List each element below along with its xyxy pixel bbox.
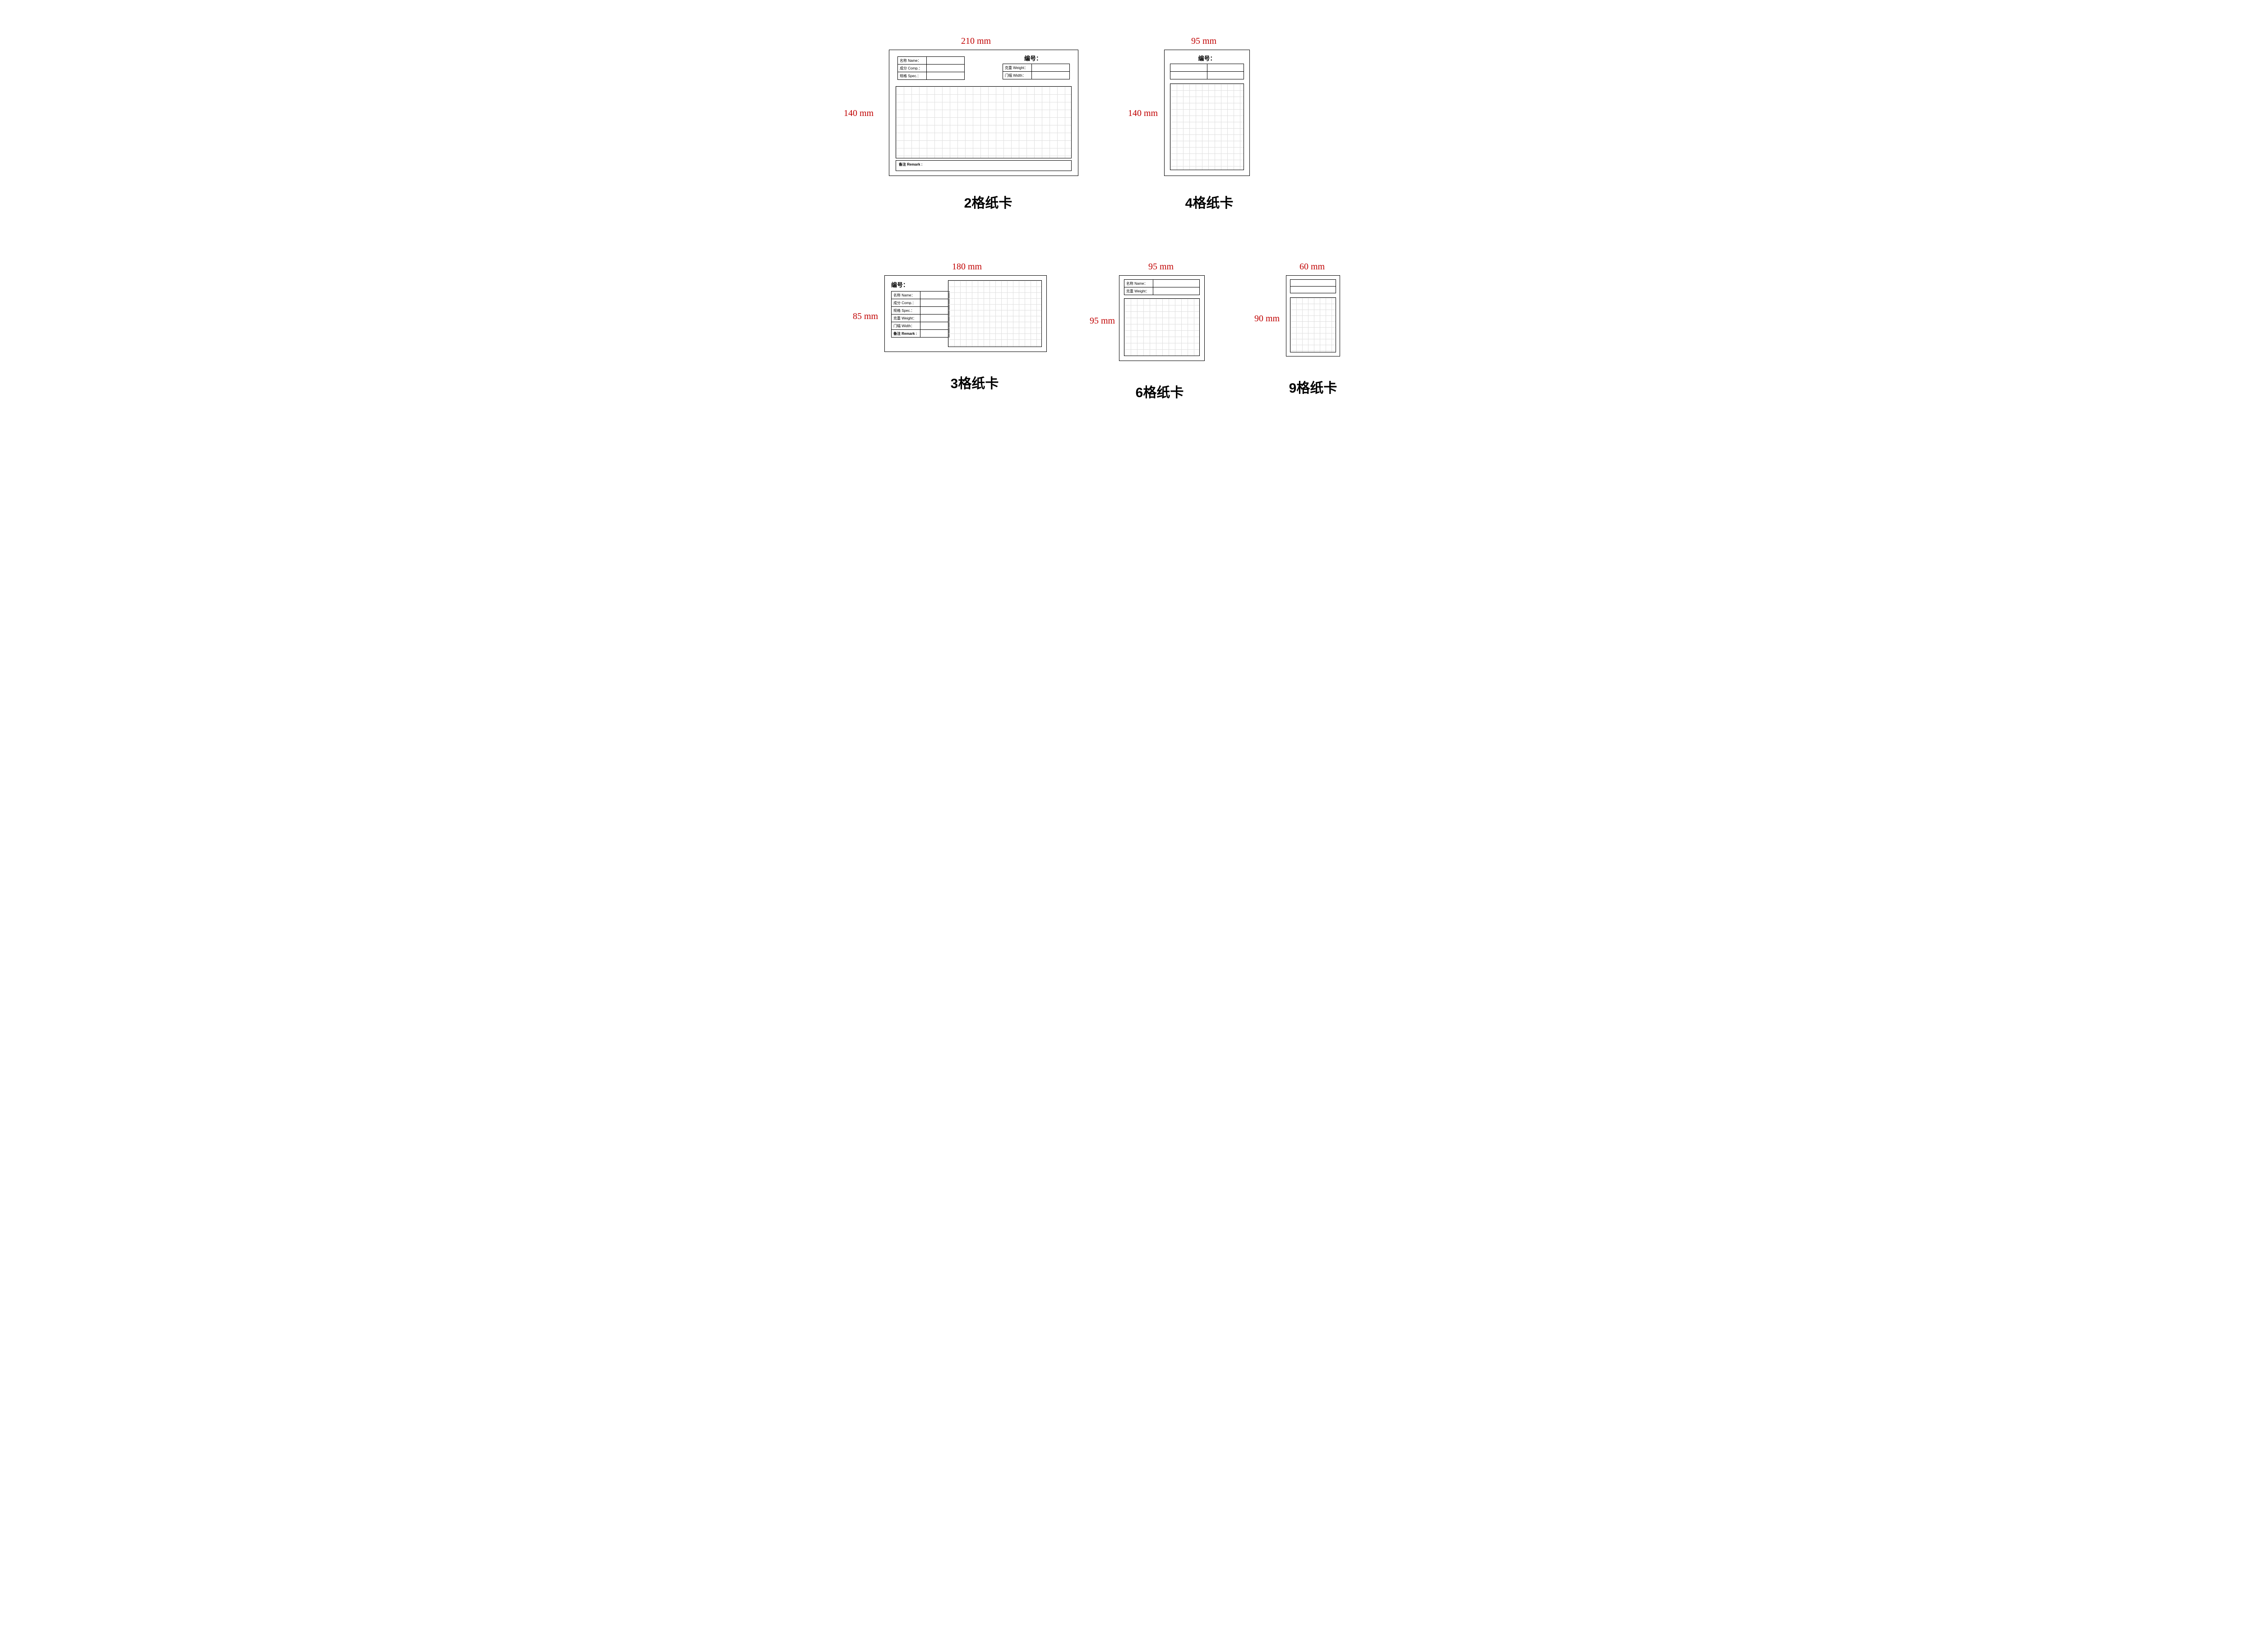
card-6-height-label: 95 mm <box>1090 316 1115 326</box>
card-4: 编号： <box>1164 50 1250 176</box>
card-3-bianhao: 编号： <box>891 280 909 289</box>
card-2-right-table: 克重 Weight： 门幅 Width： <box>1003 64 1070 79</box>
field-width-label: 门幅 Width： <box>892 322 920 330</box>
card-2-block: 210 mm 140 mm 名称 Name： 成分 Comp.： 规格 Spec… <box>871 36 1105 217</box>
field-comp-label: 成分 Comp.： <box>898 65 927 72</box>
card-2-width-label: 210 mm <box>961 36 991 46</box>
field-name-label: 名称 Name： <box>1124 280 1153 287</box>
card-6-table: 名称 Name： 克重 Weight： <box>1124 279 1200 295</box>
card-6-title: 6格纸卡 <box>1096 381 1223 401</box>
field-name-label: 名称 Name： <box>892 292 920 299</box>
card-3: 编号： 名称 Name： 成分 Comp.： 规格 Spec.： 克重 Weig… <box>884 275 1047 352</box>
field-weight-label: 克重 Weight： <box>1003 64 1032 72</box>
field-width-label: 门幅 Width： <box>1003 72 1032 79</box>
card-4-grid <box>1170 83 1244 170</box>
card-9-block: 60 mm 90 mm 9格纸卡 <box>1254 262 1354 397</box>
card-6-grid <box>1124 298 1200 356</box>
field-weight-label: 克重 Weight： <box>892 315 920 322</box>
field-weight-label: 克重 Weight： <box>1124 287 1153 295</box>
card-9 <box>1286 275 1340 356</box>
card-2-grid <box>896 86 1072 158</box>
card-2-remark: 备注 Remark : <box>896 160 1072 171</box>
field-name-label: 名称 Name： <box>898 57 927 65</box>
card-4-width-label: 95 mm <box>1191 36 1216 46</box>
card-3-block: 180 mm 85 mm 编号： 名称 Name： 成分 Comp.： 规格 S… <box>871 262 1078 397</box>
page-canvas: 210 mm 140 mm 名称 Name： 成分 Comp.： 规格 Spec… <box>817 18 1430 469</box>
card-4-block: 95 mm 140 mm 编号： 4格纸卡 <box>1142 36 1277 217</box>
card-9-width-label: 60 mm <box>1299 262 1325 272</box>
card-2-left-table: 名称 Name： 成分 Comp.： 规格 Spec.： <box>897 56 965 80</box>
card-3-height-label: 85 mm <box>853 311 878 322</box>
card-4-title: 4格纸卡 <box>1142 192 1277 212</box>
field-spec-label: 规格 Spec.： <box>892 307 920 315</box>
card-2-height-label: 140 mm <box>844 108 874 119</box>
card-4-bianhao: 编号： <box>1165 54 1249 62</box>
card-6: 名称 Name： 克重 Weight： <box>1119 275 1205 361</box>
field-comp-label: 成分 Comp.： <box>892 299 920 307</box>
card-4-table <box>1170 64 1244 79</box>
card-9-title: 9格纸卡 <box>1272 377 1354 397</box>
card-9-table <box>1290 279 1336 293</box>
remark-label: 备注 Remark : <box>899 162 922 167</box>
card-4-height-label: 140 mm <box>1128 108 1158 119</box>
field-spec-label: 规格 Spec.： <box>898 72 927 80</box>
card-6-block: 95 mm 95 mm 名称 Name： 克重 Weight： 6格纸卡 <box>1096 262 1223 397</box>
card-2: 名称 Name： 成分 Comp.： 规格 Spec.： 编号： 克重 Weig… <box>889 50 1078 176</box>
remark-label: 备注 Remark : <box>892 330 920 338</box>
card-2-bianhao: 编号： <box>1024 54 1042 62</box>
card-2-title: 2格纸卡 <box>871 192 1105 212</box>
card-9-grid <box>1290 297 1336 352</box>
card-6-width-label: 95 mm <box>1148 262 1174 272</box>
card-3-width-label: 180 mm <box>952 262 982 272</box>
card-3-table: 名称 Name： 成分 Comp.： 规格 Spec.： 克重 Weight： … <box>891 291 949 338</box>
card-3-grid <box>948 280 1042 347</box>
card-3-title: 3格纸卡 <box>871 372 1078 392</box>
card-9-height-label: 90 mm <box>1254 314 1280 324</box>
